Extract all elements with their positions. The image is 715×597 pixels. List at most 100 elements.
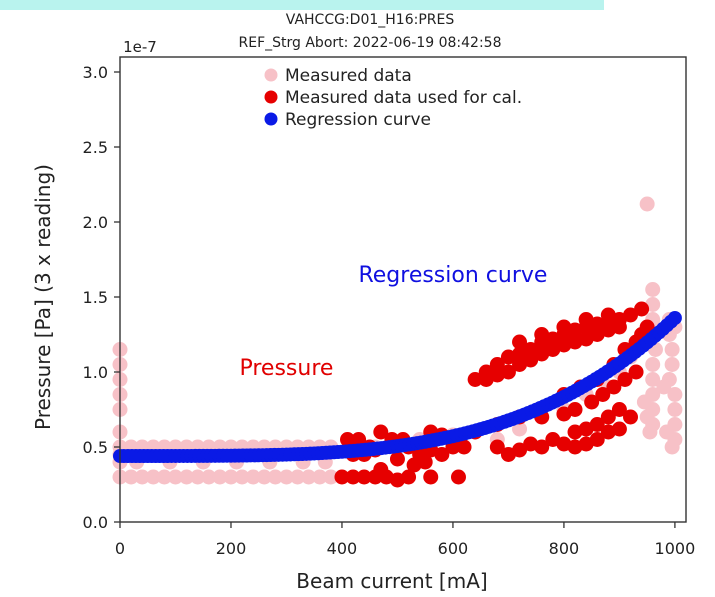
data-point xyxy=(523,352,539,368)
data-point xyxy=(578,312,594,327)
data-point xyxy=(664,357,680,372)
y-tick-label: 1.5 xyxy=(83,288,108,307)
data-point xyxy=(167,469,183,485)
data-point xyxy=(656,379,672,395)
data-point xyxy=(456,439,472,455)
data-point xyxy=(417,454,433,470)
x-tick-label: 1000 xyxy=(655,539,696,558)
data-point xyxy=(628,364,644,380)
data-point xyxy=(534,327,550,342)
y-tick-label: 3.0 xyxy=(83,63,108,82)
legend-label: Regression curve xyxy=(285,110,431,130)
data-point xyxy=(512,334,528,350)
data-point xyxy=(500,447,516,462)
data-point xyxy=(567,424,583,440)
data-point xyxy=(356,469,372,485)
y-tick-label: 0.0 xyxy=(83,513,108,532)
data-point xyxy=(212,469,228,485)
x-tick-label: 600 xyxy=(438,539,469,558)
data-point xyxy=(334,469,350,485)
data-point xyxy=(667,387,683,402)
y-tick-label: 2.5 xyxy=(83,138,108,157)
data-point xyxy=(467,372,483,387)
data-point xyxy=(345,469,361,485)
data-point xyxy=(373,462,389,477)
data-point xyxy=(645,357,661,372)
points-layer xyxy=(112,196,683,488)
legend-label: Measured data used for cal. xyxy=(285,88,522,108)
data-point xyxy=(611,319,627,335)
data-point xyxy=(245,469,261,485)
x-tick-label: 800 xyxy=(549,539,580,558)
data-point xyxy=(323,469,339,485)
data-point xyxy=(623,307,639,323)
y-tick-label: 2.0 xyxy=(83,213,108,232)
data-point xyxy=(373,424,389,440)
legend-label: Measured data xyxy=(285,66,412,86)
data-point xyxy=(667,402,683,417)
data-point xyxy=(606,379,622,395)
data-point xyxy=(556,319,572,335)
data-point xyxy=(512,421,528,437)
data-point xyxy=(611,402,627,417)
data-point xyxy=(584,394,600,410)
annotation-0: Regression curve xyxy=(358,263,547,288)
data-point xyxy=(301,469,317,485)
data-point xyxy=(595,387,611,402)
data-point xyxy=(450,469,466,485)
data-point xyxy=(489,439,505,455)
data-point xyxy=(134,469,150,485)
data-point xyxy=(642,424,658,440)
x-axis-label: Beam current [mA] xyxy=(296,569,487,593)
chart-title-line-1: VAHCCG:D01_H16:PRES xyxy=(286,12,455,28)
data-point xyxy=(600,409,616,425)
data-point xyxy=(645,372,661,387)
data-point xyxy=(489,357,505,372)
data-point xyxy=(290,469,306,485)
data-point xyxy=(664,342,680,357)
data-point xyxy=(256,469,272,485)
series-2 xyxy=(113,311,682,463)
data-point xyxy=(636,394,652,410)
axes-layer: 0 200 400 600 800 1000 0.0 0.5 1.0 1.5 2.0 2.5 3.0 xyxy=(83,56,696,558)
y-scale-label: 1e-7 xyxy=(123,38,157,56)
data-point xyxy=(623,409,639,425)
data-point xyxy=(423,469,439,485)
data-point xyxy=(567,402,583,417)
data-point xyxy=(489,367,505,383)
annotations-layer: Regression curve Pressure xyxy=(239,263,547,381)
legend-marker xyxy=(264,112,278,126)
data-point xyxy=(639,196,655,212)
data-point xyxy=(145,469,161,485)
data-point xyxy=(234,469,250,485)
data-point xyxy=(645,282,661,297)
data-point xyxy=(634,301,650,317)
data-point xyxy=(389,451,405,467)
x-tick-label: 0 xyxy=(115,539,125,558)
legend-marker xyxy=(264,68,278,82)
data-point xyxy=(278,469,294,485)
legend-marker xyxy=(264,90,278,104)
data-point xyxy=(611,421,627,437)
data-point xyxy=(201,469,217,485)
data-point xyxy=(340,432,356,447)
chart-title-line-2: REF_Strg Abort: 2022-06-19 08:42:58 xyxy=(239,35,502,51)
data-point xyxy=(223,469,239,485)
data-point xyxy=(589,432,605,447)
data-point xyxy=(179,469,195,485)
data-point xyxy=(600,307,616,323)
data-point xyxy=(523,436,539,452)
x-tick-label: 400 xyxy=(327,539,358,558)
data-point xyxy=(267,469,283,485)
data-point xyxy=(401,469,417,485)
data-point xyxy=(639,409,655,425)
data-point xyxy=(617,372,633,387)
data-point xyxy=(659,424,675,440)
data-point xyxy=(664,439,680,455)
y-tick-label: 1.0 xyxy=(83,363,108,382)
y-axis-label: Pressure [Pa] (3 x reading) xyxy=(31,164,55,430)
data-point xyxy=(123,469,139,485)
data-point xyxy=(434,447,450,462)
